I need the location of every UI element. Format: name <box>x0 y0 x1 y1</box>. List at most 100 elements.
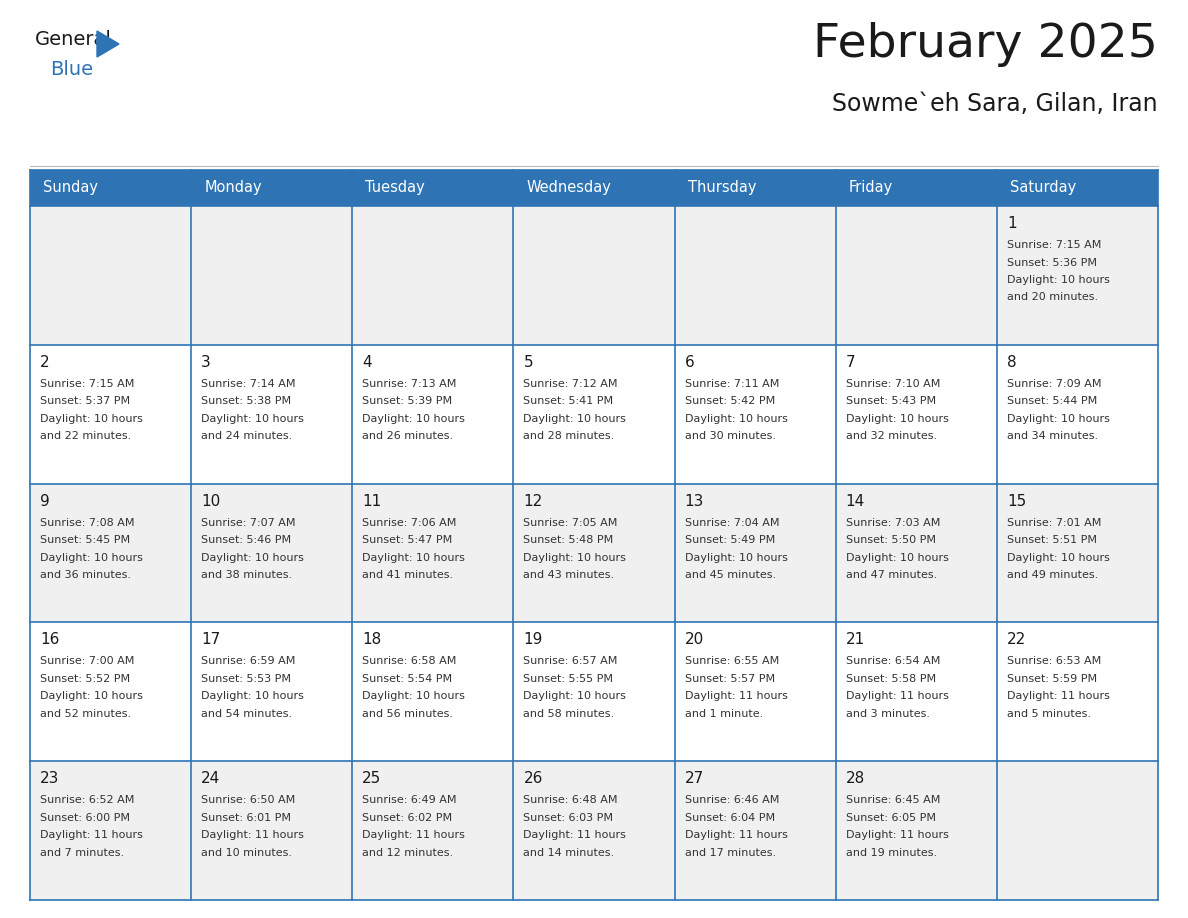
Text: and 14 minutes.: and 14 minutes. <box>524 847 614 857</box>
Text: Daylight: 10 hours: Daylight: 10 hours <box>524 414 626 424</box>
Text: Sunrise: 6:58 AM: Sunrise: 6:58 AM <box>362 656 456 666</box>
Text: Daylight: 10 hours: Daylight: 10 hours <box>201 414 304 424</box>
Text: Sunset: 5:46 PM: Sunset: 5:46 PM <box>201 535 291 545</box>
Text: Sunrise: 7:09 AM: Sunrise: 7:09 AM <box>1007 379 1101 389</box>
Text: 8: 8 <box>1007 354 1017 370</box>
Text: Sunrise: 6:48 AM: Sunrise: 6:48 AM <box>524 795 618 805</box>
Text: Sunset: 5:41 PM: Sunset: 5:41 PM <box>524 397 613 407</box>
Text: Daylight: 10 hours: Daylight: 10 hours <box>201 553 304 563</box>
Text: 26: 26 <box>524 771 543 786</box>
Text: 28: 28 <box>846 771 865 786</box>
Text: and 22 minutes.: and 22 minutes. <box>40 431 131 442</box>
Bar <box>30 345 1158 484</box>
Text: Sunrise: 7:13 AM: Sunrise: 7:13 AM <box>362 379 456 389</box>
Text: 17: 17 <box>201 633 221 647</box>
Text: Daylight: 10 hours: Daylight: 10 hours <box>1007 553 1110 563</box>
Text: Sunrise: 7:07 AM: Sunrise: 7:07 AM <box>201 518 296 528</box>
Text: Sunset: 5:54 PM: Sunset: 5:54 PM <box>362 674 453 684</box>
Text: Sunset: 5:44 PM: Sunset: 5:44 PM <box>1007 397 1097 407</box>
Text: and 5 minutes.: and 5 minutes. <box>1007 709 1091 719</box>
Bar <box>30 170 1158 206</box>
Text: Sunrise: 6:46 AM: Sunrise: 6:46 AM <box>684 795 779 805</box>
Text: Sunset: 5:57 PM: Sunset: 5:57 PM <box>684 674 775 684</box>
Text: 15: 15 <box>1007 494 1026 509</box>
Text: 20: 20 <box>684 633 703 647</box>
Text: Sunset: 5:47 PM: Sunset: 5:47 PM <box>362 535 453 545</box>
Text: and 20 minutes.: and 20 minutes. <box>1007 293 1098 303</box>
Text: 3: 3 <box>201 354 211 370</box>
Text: Sunrise: 6:52 AM: Sunrise: 6:52 AM <box>40 795 134 805</box>
Bar <box>30 206 1158 345</box>
Text: Sunset: 5:45 PM: Sunset: 5:45 PM <box>40 535 131 545</box>
Text: 7: 7 <box>846 354 855 370</box>
Text: 25: 25 <box>362 771 381 786</box>
Text: Sunrise: 6:55 AM: Sunrise: 6:55 AM <box>684 656 779 666</box>
Text: Sunset: 5:49 PM: Sunset: 5:49 PM <box>684 535 775 545</box>
Bar <box>30 484 1158 622</box>
Text: 6: 6 <box>684 354 694 370</box>
Text: Friday: Friday <box>848 181 893 196</box>
Text: and 54 minutes.: and 54 minutes. <box>201 709 292 719</box>
Text: and 30 minutes.: and 30 minutes. <box>684 431 776 442</box>
Text: Sunrise: 6:57 AM: Sunrise: 6:57 AM <box>524 656 618 666</box>
Text: Sunset: 5:36 PM: Sunset: 5:36 PM <box>1007 258 1097 267</box>
Text: Sunrise: 7:00 AM: Sunrise: 7:00 AM <box>40 656 134 666</box>
Text: Daylight: 11 hours: Daylight: 11 hours <box>524 830 626 840</box>
Text: and 58 minutes.: and 58 minutes. <box>524 709 614 719</box>
Text: Sunrise: 7:12 AM: Sunrise: 7:12 AM <box>524 379 618 389</box>
Text: and 52 minutes.: and 52 minutes. <box>40 709 131 719</box>
Text: Sunset: 6:05 PM: Sunset: 6:05 PM <box>846 812 936 823</box>
Text: Sunrise: 7:08 AM: Sunrise: 7:08 AM <box>40 518 134 528</box>
Text: and 32 minutes.: and 32 minutes. <box>846 431 937 442</box>
Text: Sunset: 5:50 PM: Sunset: 5:50 PM <box>846 535 936 545</box>
Text: and 28 minutes.: and 28 minutes. <box>524 431 614 442</box>
Text: 5: 5 <box>524 354 533 370</box>
Text: Sunset: 5:43 PM: Sunset: 5:43 PM <box>846 397 936 407</box>
Text: Daylight: 10 hours: Daylight: 10 hours <box>40 691 143 701</box>
Text: 24: 24 <box>201 771 221 786</box>
Text: Daylight: 11 hours: Daylight: 11 hours <box>684 830 788 840</box>
Text: Thursday: Thursday <box>688 181 756 196</box>
Text: Sunrise: 6:54 AM: Sunrise: 6:54 AM <box>846 656 940 666</box>
Bar <box>30 761 1158 900</box>
Text: Sunset: 6:04 PM: Sunset: 6:04 PM <box>684 812 775 823</box>
Text: Daylight: 10 hours: Daylight: 10 hours <box>40 414 143 424</box>
Text: Daylight: 10 hours: Daylight: 10 hours <box>1007 414 1110 424</box>
Text: and 36 minutes.: and 36 minutes. <box>40 570 131 580</box>
Text: Sunset: 6:02 PM: Sunset: 6:02 PM <box>362 812 453 823</box>
Text: and 10 minutes.: and 10 minutes. <box>201 847 292 857</box>
Text: Sunset: 5:53 PM: Sunset: 5:53 PM <box>201 674 291 684</box>
Text: Sunset: 5:37 PM: Sunset: 5:37 PM <box>40 397 131 407</box>
Text: Monday: Monday <box>204 181 261 196</box>
Text: Daylight: 10 hours: Daylight: 10 hours <box>201 691 304 701</box>
Text: Daylight: 11 hours: Daylight: 11 hours <box>846 691 948 701</box>
Text: Sunset: 5:39 PM: Sunset: 5:39 PM <box>362 397 453 407</box>
Text: and 34 minutes.: and 34 minutes. <box>1007 431 1098 442</box>
Text: 23: 23 <box>40 771 59 786</box>
Text: Sunrise: 6:53 AM: Sunrise: 6:53 AM <box>1007 656 1101 666</box>
Text: Daylight: 10 hours: Daylight: 10 hours <box>40 553 143 563</box>
Text: Sunset: 6:01 PM: Sunset: 6:01 PM <box>201 812 291 823</box>
Text: and 45 minutes.: and 45 minutes. <box>684 570 776 580</box>
Text: Sunset: 5:51 PM: Sunset: 5:51 PM <box>1007 535 1097 545</box>
Text: Daylight: 10 hours: Daylight: 10 hours <box>524 691 626 701</box>
Text: Daylight: 10 hours: Daylight: 10 hours <box>362 691 466 701</box>
Text: Sunset: 5:58 PM: Sunset: 5:58 PM <box>846 674 936 684</box>
Text: 27: 27 <box>684 771 703 786</box>
Text: Sunrise: 7:01 AM: Sunrise: 7:01 AM <box>1007 518 1101 528</box>
Text: Daylight: 11 hours: Daylight: 11 hours <box>684 691 788 701</box>
Text: and 38 minutes.: and 38 minutes. <box>201 570 292 580</box>
Text: 9: 9 <box>40 494 50 509</box>
Text: and 43 minutes.: and 43 minutes. <box>524 570 614 580</box>
Text: Daylight: 10 hours: Daylight: 10 hours <box>362 414 466 424</box>
Text: 1: 1 <box>1007 216 1017 231</box>
Text: 11: 11 <box>362 494 381 509</box>
Text: 19: 19 <box>524 633 543 647</box>
Text: and 12 minutes.: and 12 minutes. <box>362 847 454 857</box>
Text: Daylight: 11 hours: Daylight: 11 hours <box>201 830 304 840</box>
Text: Daylight: 11 hours: Daylight: 11 hours <box>846 830 948 840</box>
Text: Daylight: 10 hours: Daylight: 10 hours <box>524 553 626 563</box>
Text: 22: 22 <box>1007 633 1026 647</box>
Text: Sunrise: 7:10 AM: Sunrise: 7:10 AM <box>846 379 940 389</box>
Text: Daylight: 10 hours: Daylight: 10 hours <box>684 553 788 563</box>
